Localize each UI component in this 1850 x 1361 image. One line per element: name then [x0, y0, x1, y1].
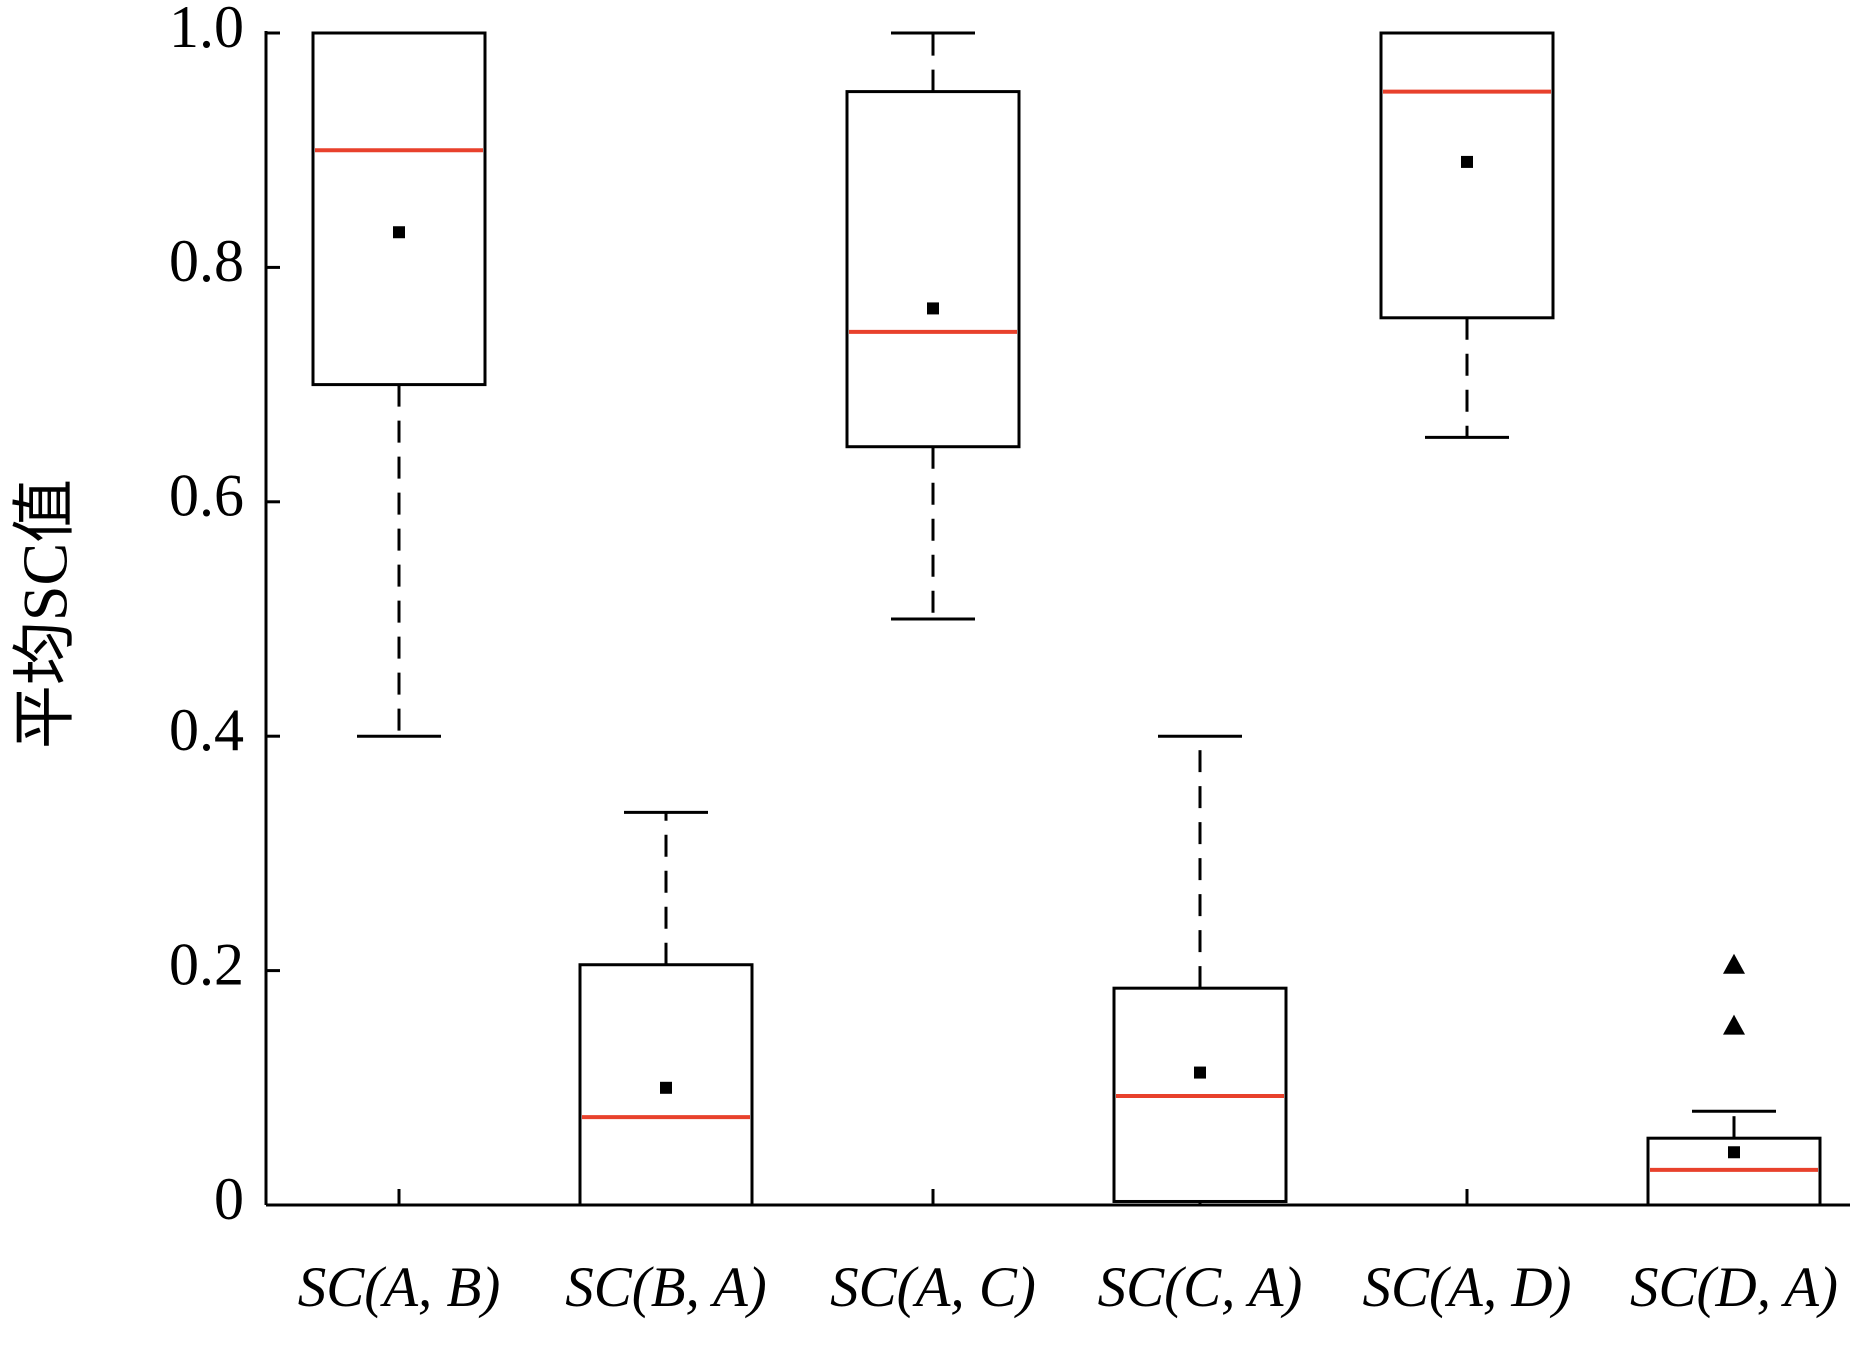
y-tick-label: 0.8 [169, 228, 244, 294]
y-tick-label: 0.2 [169, 931, 244, 997]
mean-marker [660, 1081, 672, 1094]
outlier [1723, 1014, 1745, 1035]
x-tick-label: SC(D, A) [1630, 1256, 1838, 1319]
x-tick-label: SC(A, D) [1363, 1256, 1572, 1319]
x-tick-label: SC(A, B) [298, 1256, 501, 1319]
x-tick-label: SC(C, A) [1098, 1256, 1303, 1319]
y-tick-label: 1.0 [169, 0, 244, 60]
outlier [1723, 953, 1745, 974]
box [311, 31, 487, 387]
mean-marker [1461, 155, 1473, 168]
y-tick-label: 0 [214, 1166, 244, 1232]
box [1379, 31, 1555, 320]
mean-marker [393, 226, 405, 239]
y-tick-label: 0.6 [169, 463, 244, 529]
box [845, 90, 1021, 449]
y-axis-label: 平均SC值 [10, 479, 81, 749]
y-tick-label: 0.4 [169, 697, 244, 763]
mean-marker [927, 302, 939, 315]
mean-marker [1194, 1066, 1206, 1079]
x-tick-label: SC(B, A) [565, 1256, 767, 1319]
x-tick-label: SC(A, C) [830, 1256, 1036, 1319]
mean-marker [1728, 1146, 1740, 1159]
